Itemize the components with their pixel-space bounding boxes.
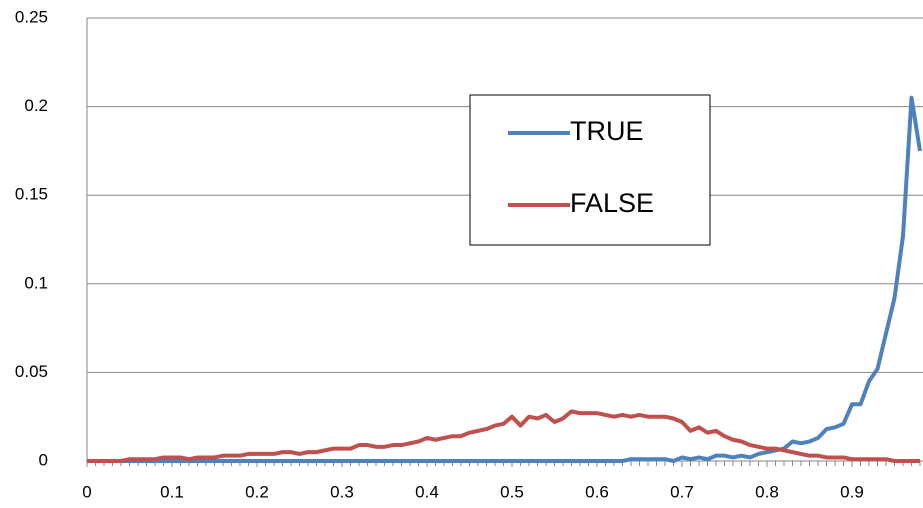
y-tick-label: 0.2 bbox=[24, 96, 48, 115]
y-tick-label: 0.1 bbox=[24, 273, 48, 292]
x-tick-label: 0.4 bbox=[415, 482, 439, 501]
legend-label: TRUE bbox=[570, 116, 644, 146]
y-tick-label: 0.15 bbox=[15, 185, 48, 204]
x-tick-label: 0.3 bbox=[330, 482, 354, 501]
x-tick-label: 0.8 bbox=[755, 482, 779, 501]
legend-box bbox=[469, 94, 711, 246]
x-tick-label: 0.5 bbox=[500, 482, 524, 501]
x-tick-label: 0 bbox=[82, 482, 91, 501]
x-tick-label: 0.7 bbox=[670, 482, 694, 501]
legend-label: FALSE bbox=[570, 188, 654, 218]
y-tick-label: 0.05 bbox=[15, 362, 48, 381]
legend: TRUE FALSE bbox=[469, 94, 711, 246]
y-tick-label: 0.25 bbox=[15, 7, 48, 26]
x-tick-label: 0.1 bbox=[160, 482, 184, 501]
x-tick-label: 0.2 bbox=[245, 482, 269, 501]
x-tick-label: 0.9 bbox=[840, 482, 864, 501]
x-tick-label: 0.6 bbox=[585, 482, 609, 501]
y-tick-label: 0 bbox=[39, 450, 48, 469]
series-line bbox=[87, 409, 920, 463]
